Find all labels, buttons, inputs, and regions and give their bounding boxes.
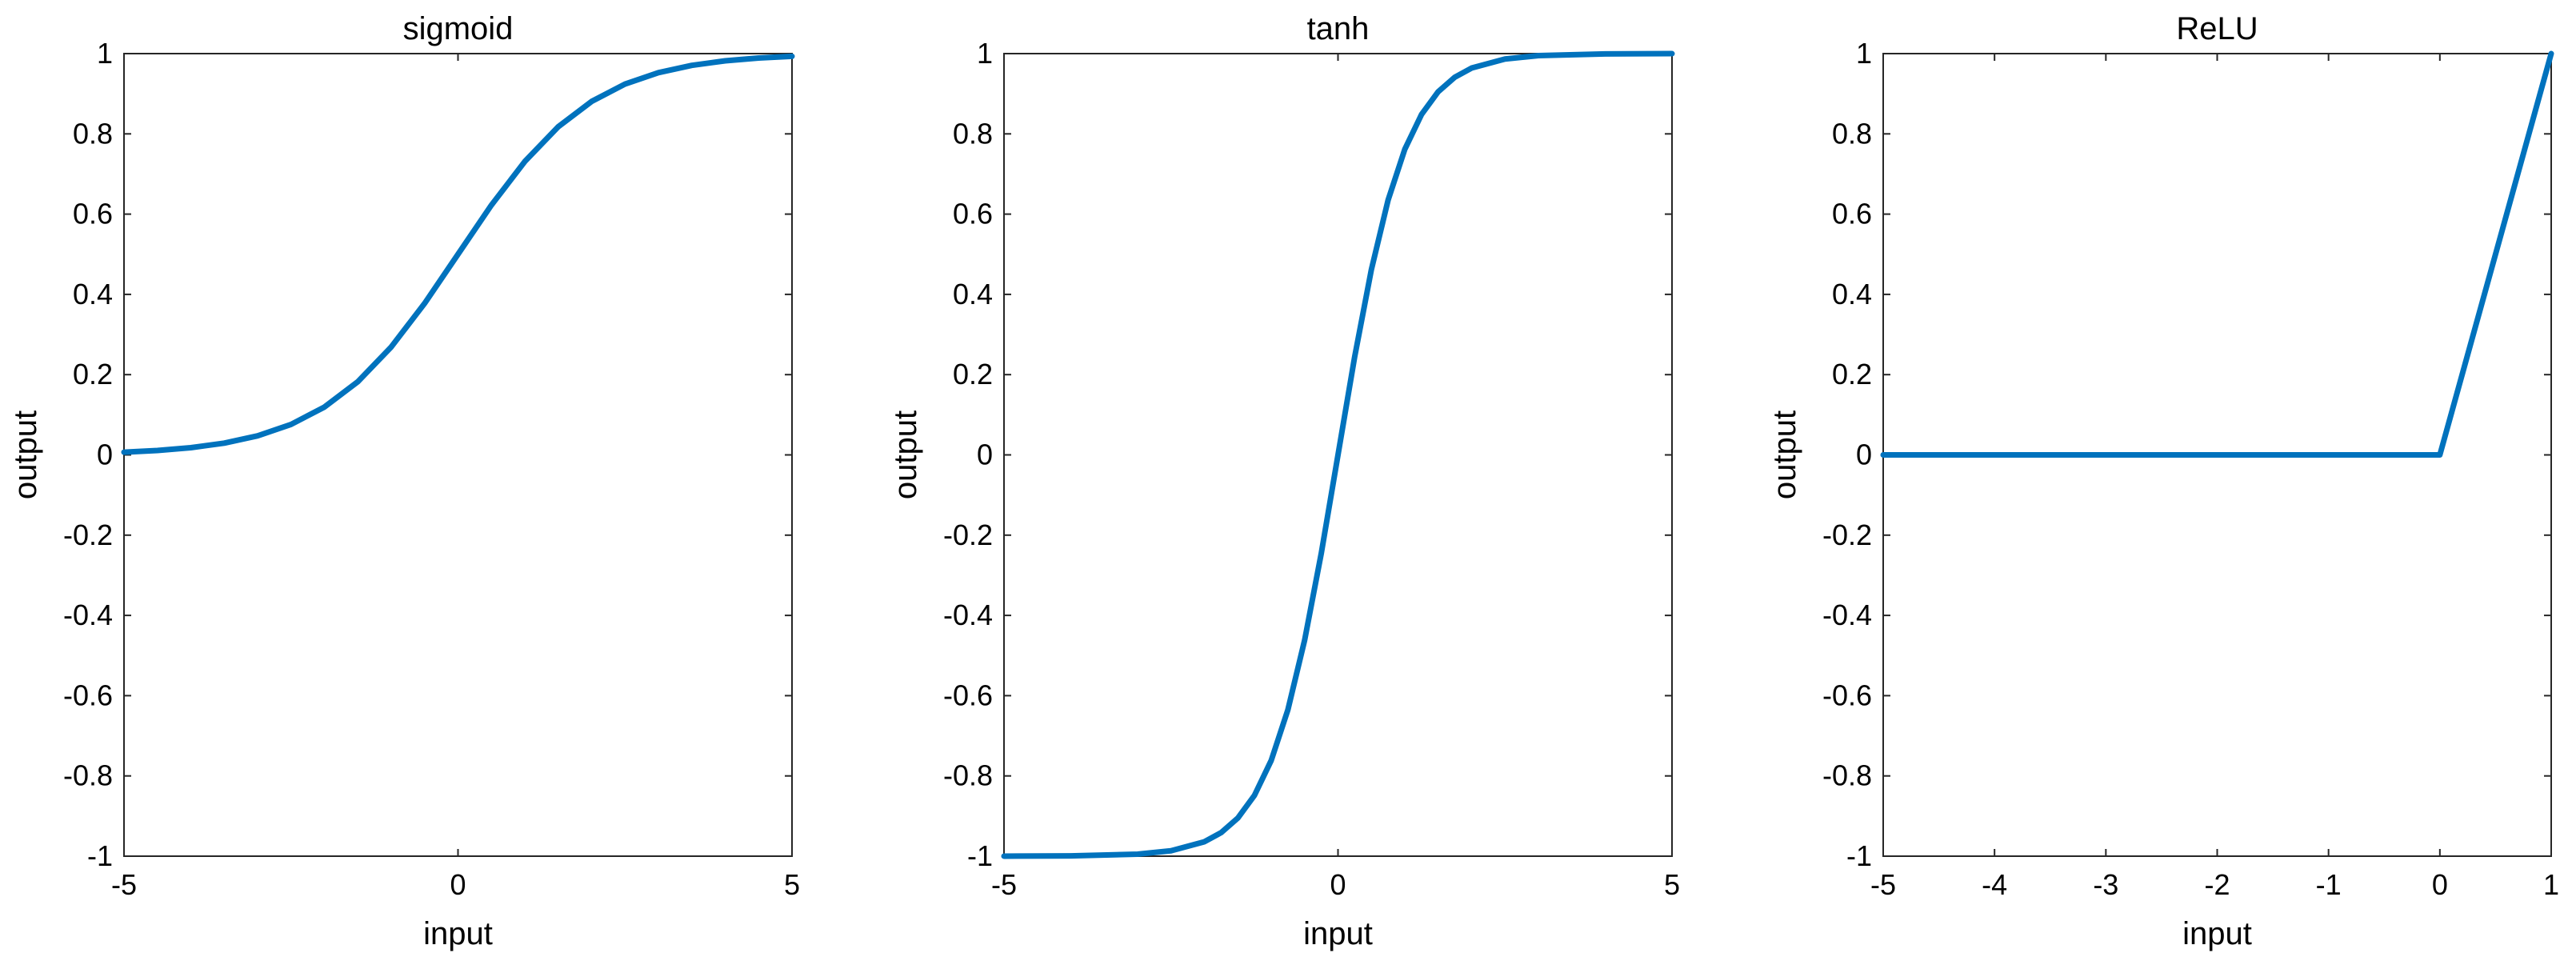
y-tick-label: -0.6 [943,679,993,711]
x-tick-label: 5 [1664,868,1680,901]
series-line-relu [1880,50,2554,458]
chart-title: ReLU [2176,11,2258,46]
x-tick-label: 0 [2432,868,2448,901]
y-tick-label: -1 [967,839,993,872]
y-tick-label: 0 [1856,438,1872,471]
x-tick-label: -5 [1870,868,1896,901]
y-tick-label: 0.6 [953,198,993,230]
y-tick-label: -0.2 [63,519,113,551]
x-tick-label: 1 [2543,868,2559,901]
x-axis-label: input [423,916,493,951]
y-tick-label: -1 [87,839,113,872]
x-axis-label: input [2182,916,2252,951]
chart-panel-tanh: -1 -0.8 -0.6 -0.4 -0.2 0 0.2 0.4 0.6 0.8 1 -5 0 5 tanh… [888,11,1680,951]
x-tick-label: -5 [991,868,1017,901]
y-tick-label: -0.4 [63,599,113,631]
chart-panel-sigmoid: -1 -0.8 -0.6 -0.4 -0.2 0 0.2 0.4 0.6 0.8 1 -5 0 5 sigm… [8,11,800,951]
y-tick-label: -0.2 [943,519,993,551]
y-tick-label: 0.2 [73,358,113,390]
y-tick-label: -0.8 [63,759,113,792]
y-tick-label: 1 [97,37,113,70]
chart-panel-relu: -1 -0.8 -0.6 -0.4 -0.2 0 0.2 0.4 0.6 0.8 1 -5 -4 -3 -2… [1767,11,2559,951]
y-tick-label: 0.8 [953,117,993,150]
y-tick-label: 0.4 [73,278,113,310]
y-tick-label: -0.6 [1822,679,1872,711]
series-line-tanh [1001,50,1675,859]
chart-title: tanh [1307,11,1370,46]
x-tick-label: 0 [450,868,466,901]
y-axis-label: output [1767,410,1802,499]
x-tick-label: 5 [784,868,800,901]
x-tick-label: 0 [1330,868,1346,901]
y-tick-label: 0.2 [953,358,993,390]
y-tick-label: -0.8 [1822,759,1872,792]
y-axis-label: output [888,410,923,499]
y-tick-label: 0.6 [73,198,113,230]
y-tick-label: 1 [1856,37,1872,70]
y-tick-label: 0.2 [1832,358,1872,390]
y-tick-label: 0.8 [1832,117,1872,150]
axes-box [123,53,793,857]
y-tick-label: 0.8 [73,117,113,150]
y-tick-label: -1 [1846,839,1872,872]
y-tick-label: -0.2 [1822,519,1872,551]
series-line-sigmoid [121,53,795,455]
x-tick-label: -5 [111,868,137,901]
x-tick-label: -2 [2204,868,2230,901]
x-tick-label: -1 [2316,868,2342,901]
y-tick-label: 0 [97,438,113,471]
y-tick-label: 1 [977,37,993,70]
y-tick-label: -0.4 [1822,599,1872,631]
y-tick-label: -0.6 [63,679,113,711]
y-tick-label: 0.6 [1832,198,1872,230]
y-tick-label: -0.8 [943,759,993,792]
x-tick-label: -4 [1982,868,2007,901]
x-tick-label: -3 [2093,868,2118,901]
y-tick-label: 0.4 [953,278,993,310]
x-axis-label: input [1303,916,1373,951]
y-tick-label: 0 [977,438,993,471]
y-axis-label: output [8,410,43,499]
y-tick-label: -0.4 [943,599,993,631]
chart-title: sigmoid [403,11,514,46]
y-tick-label: 0.4 [1832,278,1872,310]
